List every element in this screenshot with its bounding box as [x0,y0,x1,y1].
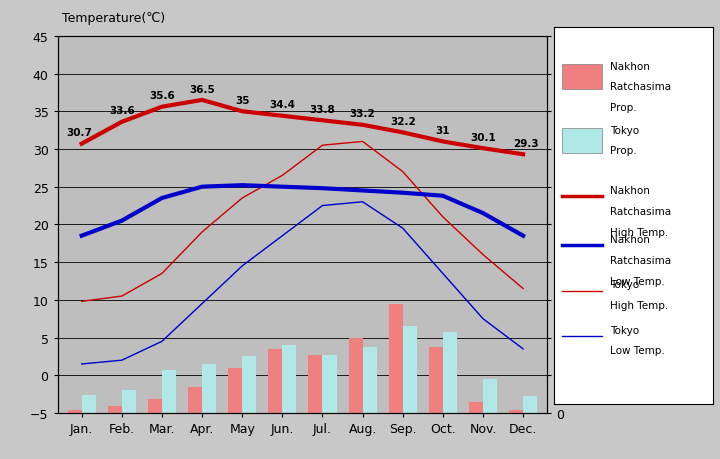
FancyBboxPatch shape [562,129,602,154]
Bar [162,370,176,413]
Text: 31: 31 [436,126,450,136]
Bar [108,406,122,413]
Text: Tokyo: Tokyo [610,125,639,135]
Bar [228,368,242,413]
Text: Ratchasima: Ratchasima [610,255,671,265]
Text: 30.1: 30.1 [470,133,496,143]
Bar [188,387,202,413]
Text: 35.6: 35.6 [149,91,175,101]
Text: 30.7: 30.7 [66,128,92,138]
Bar [389,304,402,413]
Text: Low Temp.: Low Temp. [610,276,665,286]
Text: Prop.: Prop. [610,146,636,156]
Bar [509,410,523,413]
Text: Ratchasima: Ratchasima [610,82,671,92]
Bar [443,332,457,413]
Bar [242,357,256,413]
Text: 33.6: 33.6 [109,106,135,116]
Bar [523,396,537,413]
Text: Low Temp.: Low Temp. [610,346,665,356]
Bar [122,391,136,413]
Bar [483,379,497,413]
Text: Prop.: Prop. [610,103,636,113]
Text: 29.3: 29.3 [513,139,539,149]
Text: 35: 35 [235,95,249,106]
Text: Ratchasima: Ratchasima [610,207,671,216]
Bar [469,403,483,413]
Bar [269,349,282,413]
Bar [363,347,377,413]
Bar [81,395,96,413]
Text: High Temp.: High Temp. [610,301,668,310]
Bar [308,355,323,413]
Bar [402,326,417,413]
Text: High Temp.: High Temp. [610,227,668,237]
Text: Tokyo: Tokyo [610,325,639,335]
Bar [429,347,443,413]
Bar [348,338,363,413]
Bar [148,399,162,413]
Text: Temperature(℃): Temperature(℃) [62,12,165,25]
Bar [323,355,336,413]
Text: Tokyo: Tokyo [610,280,639,290]
FancyBboxPatch shape [562,65,602,90]
Text: 32.2: 32.2 [390,117,415,127]
Bar [68,410,81,413]
Text: Nakhon: Nakhon [610,235,649,245]
Text: 36.5: 36.5 [189,84,215,95]
Text: 33.2: 33.2 [350,109,375,119]
Text: 34.4: 34.4 [269,100,295,110]
Bar [202,364,216,413]
Bar [282,345,297,413]
Text: 33.8: 33.8 [310,105,336,115]
Text: Nakhon: Nakhon [610,62,649,72]
Text: Nakhon: Nakhon [610,185,649,196]
